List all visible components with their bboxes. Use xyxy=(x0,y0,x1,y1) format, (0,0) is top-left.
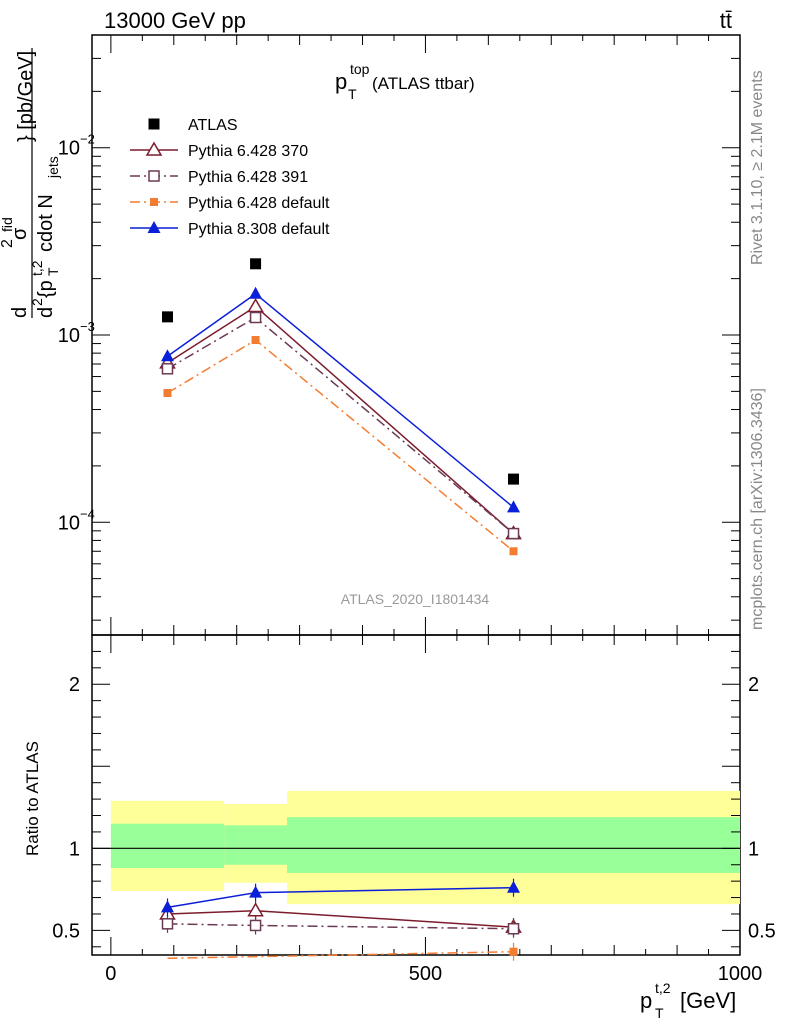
ratio-y-label-left: 1 xyxy=(69,838,80,860)
ratio-point-3-0 xyxy=(160,900,174,913)
xlabel-sup: t,2 xyxy=(655,980,671,996)
legend: ATLAS Pythia 6.428 370 Pythia 6.428 391 Pyt… xyxy=(130,117,330,238)
legend-label-0: ATLAS xyxy=(188,117,238,134)
legend-marker-0 xyxy=(148,118,160,130)
main-point-0-0 xyxy=(161,311,173,323)
main-line-1 xyxy=(167,305,515,535)
svg-text:t,2: t,2 xyxy=(29,260,45,276)
ratio-point-3-1 xyxy=(249,885,263,898)
ratio-line-1 xyxy=(167,923,514,930)
mcplots-label: mcplots.cern.ch [arXiv:1306.3436] xyxy=(749,388,766,630)
ratio-point-3-2 xyxy=(507,880,521,893)
main-point-4-1 xyxy=(249,286,263,299)
plot-title-main: p xyxy=(335,69,347,94)
main-ylabel: d 2 σ fid d 2 {p T t,2 cdot N jets } [pb… xyxy=(0,48,61,318)
main-point-2-1 xyxy=(249,311,262,324)
x-axis-label: p T t,2 [GeV] xyxy=(640,980,736,1021)
legend-label-4: Pythia 8.308 default xyxy=(188,221,330,238)
ratio-ylabel: Ratio to ATLAS xyxy=(23,741,42,856)
main-point-3-0 xyxy=(163,389,172,398)
legend-label-1: Pythia 6.428 370 xyxy=(188,143,308,160)
series-layer xyxy=(159,258,522,961)
main-point-0-1 xyxy=(250,258,262,270)
legend-marker-2 xyxy=(148,170,160,182)
svg-text:} [pb/GeV]: } [pb/GeV] xyxy=(15,51,37,142)
main-point-3-1 xyxy=(251,336,260,345)
band-stat-2 xyxy=(287,817,740,873)
main-line-4 xyxy=(167,292,514,509)
band-stat-0 xyxy=(110,823,225,869)
ratio-y-label-right: 2 xyxy=(748,674,759,696)
plot-title-sub: T xyxy=(348,86,357,102)
svg-text:T: T xyxy=(45,267,61,276)
svg-text:σ: σ xyxy=(9,227,31,240)
y-tick-exponent: −2 xyxy=(80,132,95,147)
ratio-point-0-1 xyxy=(247,902,264,917)
analysis-watermark: ATLAS_2020_I1801434 xyxy=(341,591,490,607)
header-right: tt̄ xyxy=(720,8,732,33)
y-tick-label: 10 xyxy=(58,138,80,160)
ratio-y-label-left: 2 xyxy=(69,674,80,696)
ratio-y-label-right: 1 xyxy=(748,838,759,860)
plot-title-rest: (ATLAS ttbar) xyxy=(372,74,475,93)
main-point-4-2 xyxy=(507,500,521,513)
main-line-2 xyxy=(167,316,514,535)
y-tick-label: 10 xyxy=(58,325,80,347)
svg-text:d: d xyxy=(9,307,31,318)
svg-text:fid: fid xyxy=(0,217,15,232)
x-tick-label: 0 xyxy=(105,963,116,985)
ratio-point-1-0 xyxy=(161,918,174,930)
main-point-4-0 xyxy=(160,349,174,362)
svg-text:jets: jets xyxy=(45,156,61,179)
ratio-point-1-2 xyxy=(507,922,520,935)
x-tick-label: 500 xyxy=(409,963,442,985)
y-tick-label: 10 xyxy=(58,512,80,534)
main-line-3 xyxy=(167,339,514,552)
axes: 10−410−310 −20.5 0.51 12 20 500 1000 xyxy=(52,34,776,985)
header-left: 13000 GeV pp xyxy=(104,8,246,33)
y-tick-exponent: −4 xyxy=(80,506,95,521)
ratio-point-1-1 xyxy=(249,919,262,932)
legend-marker-4 xyxy=(147,221,161,233)
band-stat-1 xyxy=(224,825,288,865)
legend-label-3: Pythia 6.428 default xyxy=(188,195,330,212)
svg-text:2: 2 xyxy=(29,298,45,306)
ratio-line-2 xyxy=(167,950,514,960)
xlabel-main: p xyxy=(640,988,652,1013)
main-point-1-1 xyxy=(247,297,264,313)
svg-text:2: 2 xyxy=(0,239,16,248)
main-point-0-2 xyxy=(508,473,520,485)
ratio-y-label-left: 0.5 xyxy=(52,920,80,942)
legend-marker-1 xyxy=(145,141,163,156)
svg-text:{p: {p xyxy=(35,280,57,298)
svg-text:cdot N: cdot N xyxy=(35,194,57,252)
main-point-2-2 xyxy=(507,527,520,540)
plot-title-sup: top xyxy=(350,61,370,77)
svg-text:d: d xyxy=(35,307,57,318)
x-tick-label: 1000 xyxy=(718,963,763,985)
main-point-3-2 xyxy=(509,547,518,556)
ratio-line-0 xyxy=(167,909,514,928)
plot-title: p T top (ATLAS ttbar) xyxy=(335,61,475,102)
ratio-bands xyxy=(92,790,740,905)
xlabel-unit: [GeV] xyxy=(680,988,736,1013)
rivet-label: Rivet 3.1.10, ≥ 2.1M events xyxy=(749,70,766,265)
legend-marker-3 xyxy=(150,198,158,206)
ratio-y-label-right: 0.5 xyxy=(748,920,776,942)
y-tick-exponent: −3 xyxy=(80,319,95,334)
ratio-point-2-2 xyxy=(509,947,518,956)
legend-label-2: Pythia 6.428 391 xyxy=(188,169,308,186)
main-point-2-0 xyxy=(161,363,174,375)
xlabel-sub: T xyxy=(655,1005,664,1021)
